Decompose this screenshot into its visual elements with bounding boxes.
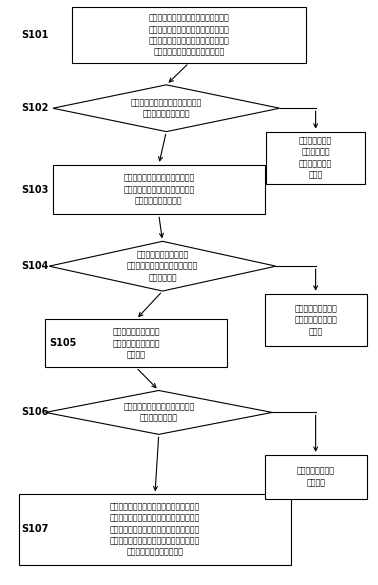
Polygon shape — [53, 85, 280, 132]
Text: 继续在所述预设
工作区域内维
持原有的行走模
式工作: 继续在所述预设 工作区域内维 持原有的行走模 式工作 — [299, 136, 332, 180]
Text: S105: S105 — [49, 338, 76, 349]
Text: S104: S104 — [21, 261, 48, 271]
Bar — [45, 319, 227, 367]
Text: S103: S103 — [21, 184, 48, 195]
Text: 保存所述环境路标数据至全局地图
中，同时控制所述清洁机器人向外
界发送被困指示信号。: 保存所述环境路标数据至全局地图 中，同时控制所述清洁机器人向外 界发送被困指示信… — [123, 174, 194, 205]
Text: 控制所述清洁机器人在
外界控制信号的作用下
进行脱困: 控制所述清洁机器人在 外界控制信号的作用下 进行脱困 — [112, 328, 160, 359]
Text: 判断所述清洁机器人的机身是否检
测到第二解困信号: 判断所述清洁机器人的机身是否检 测到第二解困信号 — [123, 402, 194, 422]
Bar — [72, 8, 306, 63]
Text: 实时采集当前环境路标数据，然后在所述参
考路标数据库内搜索与所述当前环境路标数
据相匹配的样本路标数据，并基于所述样本
路标数据确定目标区域，保持所述行走模式
: 实时采集当前环境路标数据，然后在所述参 考路标数据库内搜索与所述当前环境路标数 … — [110, 502, 200, 557]
Bar — [265, 455, 367, 498]
Bar — [53, 165, 265, 214]
Text: S106: S106 — [21, 407, 48, 418]
Text: 在所述局部区域内维
持原有的行走模式维
续工作: 在所述局部区域内维 持原有的行走模式维 续工作 — [294, 304, 337, 336]
Polygon shape — [45, 391, 272, 434]
Polygon shape — [49, 241, 276, 291]
Text: 判断所述清洁机器人是否在一个局
部区域内不能自行脱困: 判断所述清洁机器人是否在一个局 部区域内不能自行脱困 — [131, 98, 202, 118]
Text: 判断所述清洁机器人是否
接收到响应于所述被困指示信号的
第一解困信号: 判断所述清洁机器人是否 接收到响应于所述被困指示信号的 第一解困信号 — [127, 250, 198, 282]
Bar — [265, 294, 367, 346]
Bar — [266, 132, 365, 184]
Text: S102: S102 — [21, 103, 48, 113]
Text: 继续等待所述第二
解困信号: 继续等待所述第二 解困信号 — [297, 467, 335, 487]
Text: S107: S107 — [21, 524, 48, 535]
Text: S101: S101 — [21, 30, 48, 40]
Bar — [19, 494, 291, 565]
Text: 控制清洁机器人在预设工作区域保持一
种行走模式工作，同时使用定位数据采
集装置实时采集环境路标数据，并标记
所述清洁机器人已覆盖过的区域。: 控制清洁机器人在预设工作区域保持一 种行走模式工作，同时使用定位数据采 集装置实… — [149, 13, 229, 57]
